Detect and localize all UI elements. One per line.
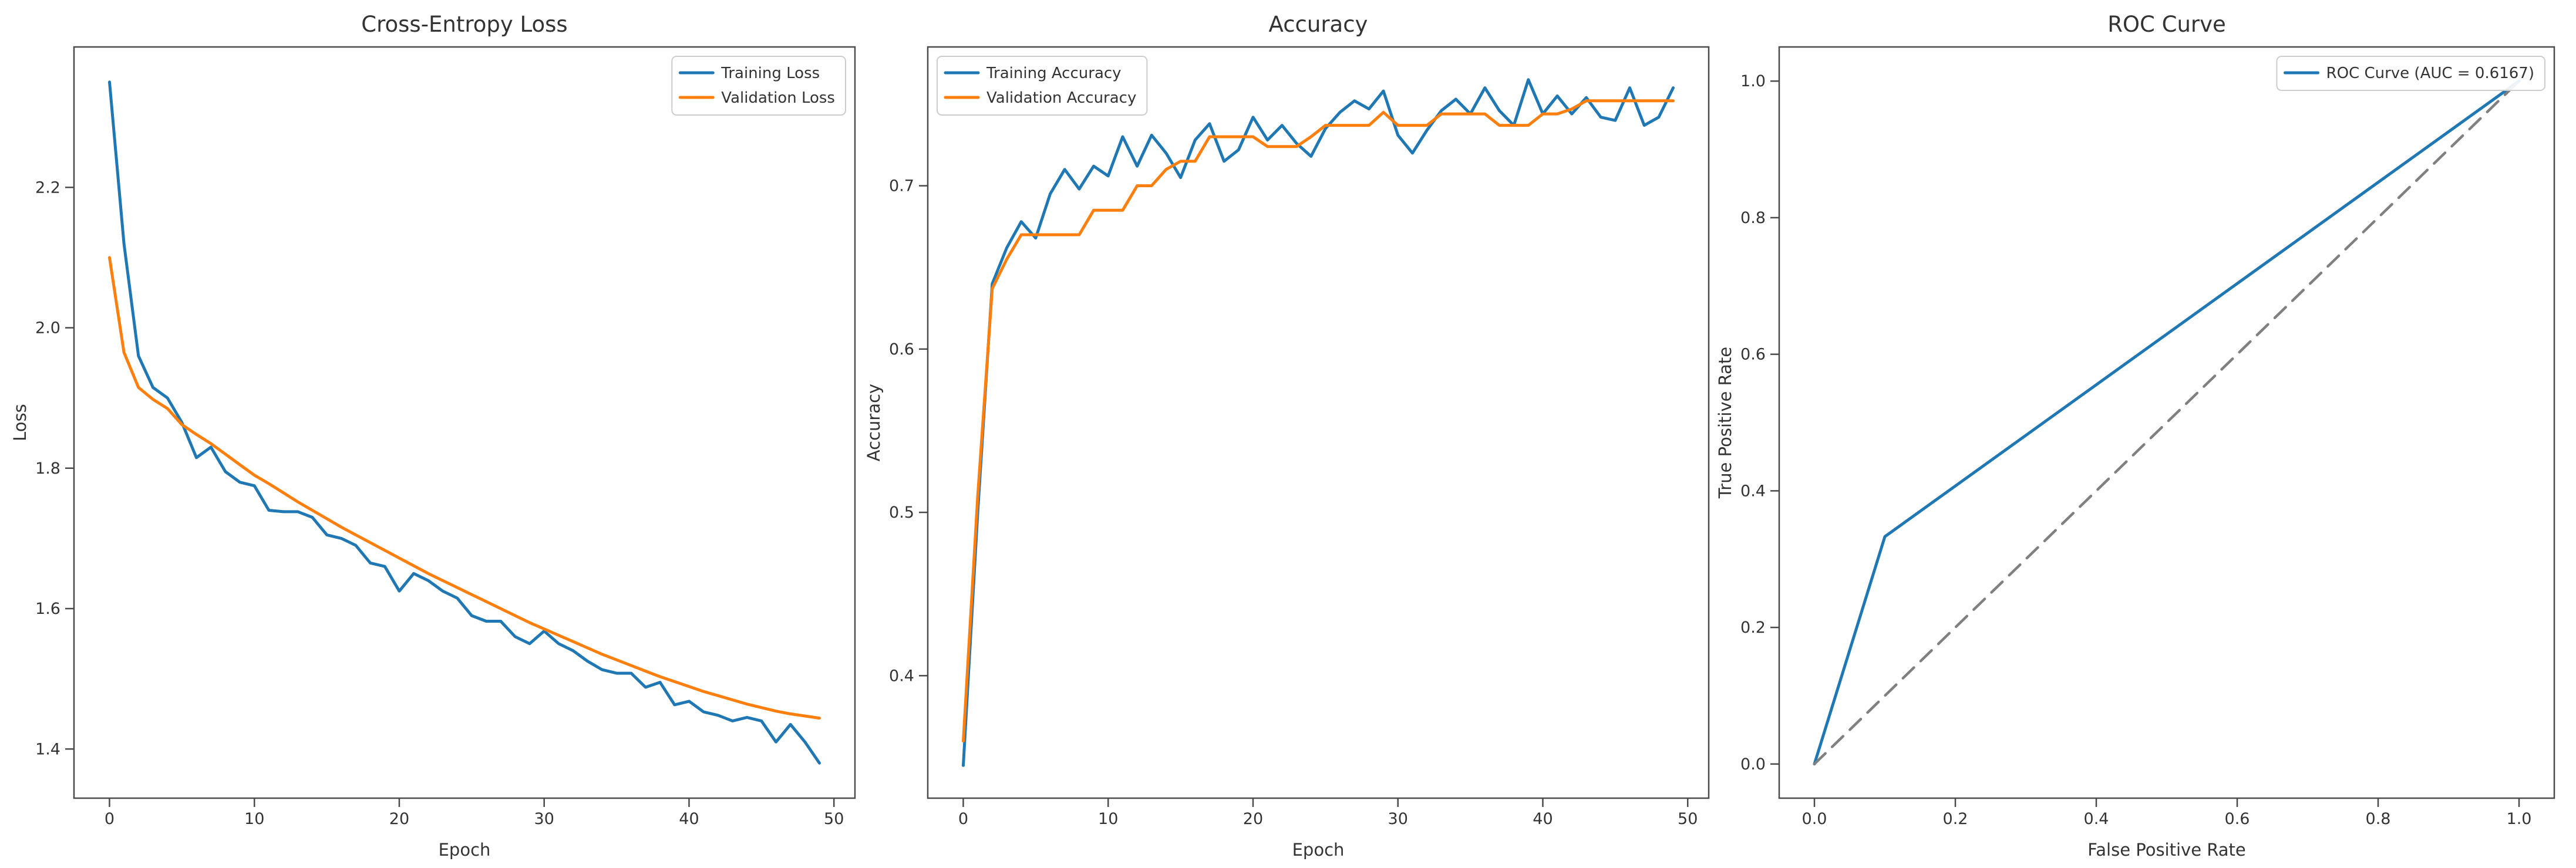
y-tick-label: 0.4 <box>889 667 914 685</box>
x-tick-label: 30 <box>1388 810 1408 828</box>
legend-label: Training Loss <box>720 65 820 82</box>
axes-spines <box>1778 46 2555 799</box>
y-tick-label: 1.6 <box>35 600 60 618</box>
cross-entropy-loss-chart: 0 10 20 30 40 50 1.4 1.6 1.8 2.0 2.2 Cross-Entropy … <box>10 12 856 860</box>
series-roc-curve-auc-0-6167 <box>1813 79 2521 766</box>
y-axis: 0.4 0.5 0.6 0.7 <box>889 177 928 685</box>
series-training-loss <box>108 80 821 765</box>
chart-title: Accuracy <box>1269 12 1368 37</box>
y-axis-label: Loss <box>10 404 30 441</box>
roc-curve-chart: 0.0 0.2 0.4 0.6 0.8 1.0 0.0 0.2 0.4 0.6 0.8 1.0 ROC … <box>1717 12 2555 860</box>
y-tick-label: 0.2 <box>1740 619 1766 637</box>
x-axis: 0 10 20 30 40 50 <box>958 798 1698 828</box>
y-tick-label: 2.2 <box>35 178 60 197</box>
x-tick-label: 0.4 <box>2084 810 2109 828</box>
axes-spines <box>927 46 1710 799</box>
y-tick-label: 0.6 <box>1740 346 1766 364</box>
y-tick-label: 0.5 <box>889 504 914 522</box>
legend: Training Accuracy Validation Accuracy <box>937 56 1148 116</box>
axes-spines <box>73 46 856 799</box>
x-tick-label: 50 <box>824 810 844 828</box>
legend-label: ROC Curve (AUC = 0.6167) <box>2326 65 2534 82</box>
y-axis: 1.4 1.6 1.8 2.0 2.2 <box>35 178 74 758</box>
y-axis-label: Accuracy <box>864 384 884 461</box>
legend-label: Validation Loss <box>721 89 835 107</box>
x-tick-label: 20 <box>1243 810 1263 828</box>
y-tick-label: 0.8 <box>1740 209 1766 227</box>
x-axis-label: Epoch <box>439 840 491 860</box>
chart-title: ROC Curve <box>2107 12 2226 37</box>
legend-label: Validation Accuracy <box>986 89 1136 107</box>
legend: Training Loss Validation Loss <box>671 56 846 116</box>
series-validation-loss <box>108 256 821 720</box>
x-axis: 0.0 0.2 0.4 0.6 0.8 1.0 <box>1802 798 2532 828</box>
x-axis: 0 10 20 30 40 50 <box>105 798 844 828</box>
x-tick-label: 0 <box>105 810 115 828</box>
legend-box <box>937 56 1148 116</box>
y-tick-label: 1.4 <box>35 740 60 758</box>
x-tick-label: 40 <box>1533 810 1553 828</box>
y-axis: 0.0 0.2 0.4 0.6 0.8 1.0 <box>1740 72 1779 774</box>
accuracy-chart: 0 10 20 30 40 50 0.4 0.5 0.6 0.7 Accuracy Epoch Accu… <box>864 12 1710 860</box>
y-tick-label: 0.0 <box>1740 755 1766 774</box>
legend: ROC Curve (AUC = 0.6167) <box>2276 56 2545 91</box>
legend-label: Training Accuracy <box>986 65 1122 82</box>
plot-lines <box>1813 79 2521 766</box>
x-tick-label: 0 <box>958 810 968 828</box>
x-tick-label: 10 <box>244 810 264 828</box>
x-tick-label: 0.8 <box>2366 810 2391 828</box>
x-tick-label: 0.6 <box>2225 810 2250 828</box>
y-tick-label: 2.0 <box>35 319 60 337</box>
roc-curve-chart-panel: 0.0 0.2 0.4 0.6 0.8 1.0 0.0 0.2 0.4 0.6 0.8 1.0 ROC … <box>1717 0 2576 868</box>
plot-lines <box>962 78 1675 767</box>
x-axis-label: Epoch <box>1292 840 1345 860</box>
x-axis-label: False Positive Rate <box>2087 840 2246 860</box>
x-tick-label: 50 <box>1678 810 1698 828</box>
loss-chart-panel: 0 10 20 30 40 50 1.4 1.6 1.8 2.0 2.2 Cross-Entropy … <box>0 0 858 868</box>
series-validation-accuracy <box>962 99 1675 743</box>
x-tick-label: 1.0 <box>2507 810 2532 828</box>
series-training-accuracy <box>962 78 1675 767</box>
series-chance-diagonal <box>1813 79 2521 766</box>
x-tick-label: 0.0 <box>1802 810 1827 828</box>
y-axis-label: True Positive Rate <box>1717 347 1735 499</box>
legend-box <box>2276 56 2545 91</box>
x-tick-label: 10 <box>1098 810 1118 828</box>
y-tick-label: 1.8 <box>35 460 60 478</box>
y-tick-label: 0.7 <box>889 177 914 195</box>
accuracy-chart-panel: 0 10 20 30 40 50 0.4 0.5 0.6 0.7 Accuracy Epoch Accu… <box>858 0 1717 868</box>
x-tick-label: 40 <box>679 810 699 828</box>
x-tick-label: 30 <box>534 810 554 828</box>
y-tick-label: 0.6 <box>889 340 914 359</box>
x-tick-label: 20 <box>389 810 409 828</box>
chart-title: Cross-Entropy Loss <box>361 12 567 37</box>
y-tick-label: 1.0 <box>1740 72 1766 90</box>
plot-lines <box>108 80 821 765</box>
legend-box <box>671 56 846 116</box>
y-tick-label: 0.4 <box>1740 482 1766 500</box>
x-tick-label: 0.2 <box>1943 810 1968 828</box>
